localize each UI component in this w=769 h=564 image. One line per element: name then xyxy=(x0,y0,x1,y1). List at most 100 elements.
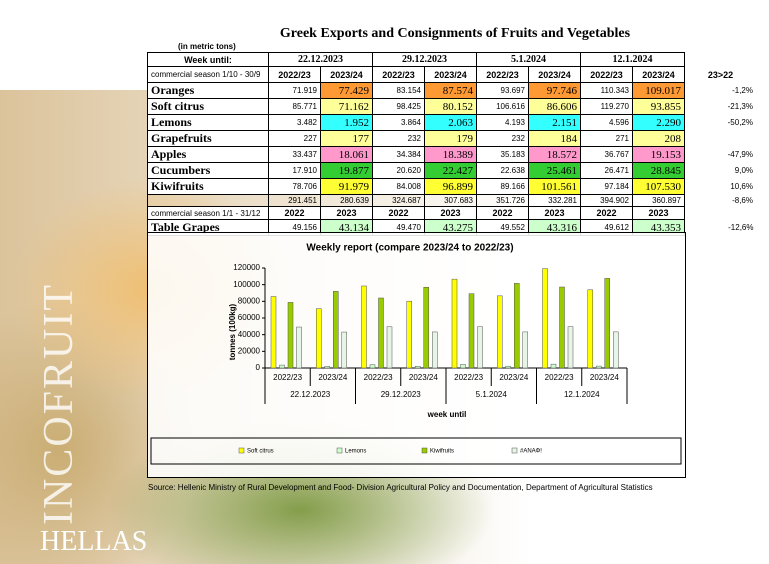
cell: Oranges xyxy=(147,82,269,99)
cell: 77.429 xyxy=(320,82,373,99)
group-label: 12.1.2024 xyxy=(564,390,600,399)
y-tick-label: 100000 xyxy=(233,280,260,289)
cell: 49.156 xyxy=(268,219,321,236)
bar xyxy=(287,302,294,369)
cell: 17.910 xyxy=(268,162,321,179)
cell: 26.471 xyxy=(580,162,633,179)
group-label: 5.1.2024 xyxy=(476,390,508,399)
cell: -21,3% xyxy=(727,102,753,111)
cell: 43.275 xyxy=(424,219,477,236)
bar xyxy=(279,364,285,369)
product-row: Kiwifruits 78.706 91.979 84.008 96.899 89.166… xyxy=(147,178,757,195)
cell: 232 xyxy=(476,130,529,147)
legend-swatch xyxy=(238,447,245,454)
cell: 19.877 xyxy=(320,162,373,179)
bar xyxy=(497,295,503,369)
cell: 110.343 xyxy=(580,82,633,99)
cell: 9,0% xyxy=(734,166,753,175)
cell: 2022/23 xyxy=(580,66,633,83)
cell: 86.606 xyxy=(528,98,581,115)
cell: 89.166 xyxy=(476,178,529,195)
bar xyxy=(324,366,330,369)
bar xyxy=(477,326,483,369)
cell: 98.425 xyxy=(372,98,425,115)
cell: 2022 xyxy=(268,206,321,220)
cell: 107.530 xyxy=(632,178,685,195)
cell: -12,6% xyxy=(728,223,754,232)
cell: 22.427 xyxy=(424,162,477,179)
cell: -8,6% xyxy=(732,196,753,205)
product-row: Grapefruits 227 177 232 179 232 184 271 208 xyxy=(147,130,757,147)
cell: 394.902 xyxy=(580,194,633,207)
cell: 332.281 xyxy=(528,194,581,207)
x-tick-label: 2023/24 xyxy=(499,373,528,382)
bar xyxy=(341,331,347,369)
cell: 36.767 xyxy=(580,146,633,163)
bar xyxy=(587,289,593,369)
product-row: Oranges 71.919 77.429 83.154 87.574 93.697 97.… xyxy=(147,82,757,99)
bar xyxy=(296,326,302,369)
x-tick-label: 2022/23 xyxy=(273,373,302,382)
cell: 49.552 xyxy=(476,219,529,236)
cell: 18.389 xyxy=(424,146,477,163)
exports-table: Week until: 22.12.2023 29.12.2023 5.1.2024 1… xyxy=(147,52,757,236)
cell: 1.952 xyxy=(320,114,373,131)
bar xyxy=(369,364,376,369)
cell: 179 xyxy=(424,130,477,147)
cell: 3.482 xyxy=(268,114,321,131)
bar xyxy=(522,331,528,369)
week-row: Week until: 22.12.2023 29.12.2023 5.1.2024 1… xyxy=(147,52,757,67)
cell: 34.384 xyxy=(372,146,425,163)
bar xyxy=(415,366,421,369)
cell: 10,6% xyxy=(730,182,753,191)
cell: -47,9% xyxy=(727,150,753,159)
source: Source: Hellenic Ministry of Rural Devel… xyxy=(148,483,653,492)
bar xyxy=(505,365,511,369)
cell: 2.151 xyxy=(528,114,581,131)
cell: 106.616 xyxy=(476,98,529,115)
cell: 2022/23 xyxy=(268,66,321,83)
legend-swatch xyxy=(336,447,343,454)
cell: 280.639 xyxy=(320,194,373,207)
bar xyxy=(468,293,475,369)
cell: 78.706 xyxy=(268,178,321,195)
season-row: commercial season 1/10 - 30/9 2022/23 2023… xyxy=(147,66,757,83)
bar xyxy=(270,296,277,369)
cell: 23>22 xyxy=(707,69,734,80)
cell: 20.620 xyxy=(372,162,425,179)
cell: 4.596 xyxy=(580,114,633,131)
legend-swatch xyxy=(421,447,428,454)
bar xyxy=(514,283,520,369)
bar xyxy=(432,331,438,369)
bar xyxy=(604,278,610,369)
cell: 93.697 xyxy=(476,82,529,99)
cell: 97.746 xyxy=(528,82,581,99)
cell: 96.899 xyxy=(424,178,477,195)
cell: 25.461 xyxy=(528,162,581,179)
bar xyxy=(567,326,574,369)
cell: 291.451 xyxy=(268,194,321,207)
cell: 71.919 xyxy=(268,82,321,99)
cell: 71.162 xyxy=(320,98,373,115)
x-axis-title: week until xyxy=(427,410,467,419)
cell: Soft citrus xyxy=(147,98,269,115)
cell: 93.855 xyxy=(632,98,685,115)
bar xyxy=(378,297,384,369)
y-tick-label: 40000 xyxy=(238,330,261,339)
legend-frame xyxy=(150,437,682,465)
cell: Cucumbers xyxy=(147,162,269,179)
legend-label: Kiwifruits xyxy=(430,449,454,455)
bar xyxy=(559,286,565,369)
product-row: Soft citrus 85.771 71.162 98.425 80.152 106.6… xyxy=(147,98,757,115)
cell: 28.845 xyxy=(632,162,685,179)
group-label: 29.12.2023 xyxy=(381,390,422,399)
bar xyxy=(542,268,548,369)
cell: 177 xyxy=(320,130,373,147)
cell: Lemons xyxy=(147,114,269,131)
cell: Grapefruits xyxy=(147,130,269,147)
cell: 5.1.2024 xyxy=(476,52,581,67)
y-tick-label: 80000 xyxy=(238,296,261,305)
cell: 271 xyxy=(580,130,633,147)
chart-frame xyxy=(147,232,686,478)
cell: 22.12.2023 xyxy=(268,52,373,67)
